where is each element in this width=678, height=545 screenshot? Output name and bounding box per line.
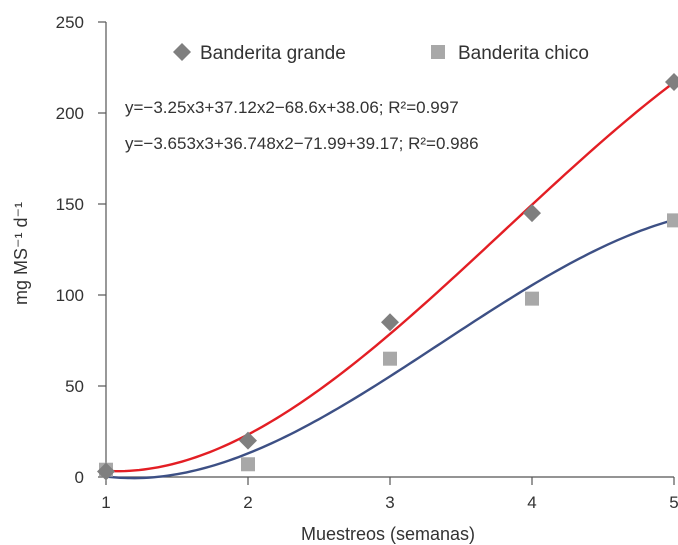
trendlines	[105, 81, 675, 480]
trendline-1	[105, 81, 675, 473]
y-tick-label: 100	[56, 286, 84, 305]
data-point-square	[525, 291, 539, 306]
legend-label: Banderita grande	[200, 43, 346, 64]
x-tick-label: 2	[243, 493, 252, 512]
trendline-2	[105, 218, 675, 480]
data-point-square	[383, 351, 397, 366]
legend-label: Banderita chico	[458, 43, 589, 64]
data-point-diamond	[239, 431, 257, 450]
data-point-diamond	[523, 204, 541, 223]
data-point-square	[241, 457, 255, 472]
y-tick-label: 0	[75, 468, 84, 487]
equation-annotations: y=−3.25x3+37.12x2−68.6x+38.06; R²=0.997 y…	[125, 98, 479, 153]
x-axis-title: Muestreos (semanas)	[301, 524, 475, 544]
x-tick-label: 5	[669, 493, 678, 512]
equation-text: y=−3.653x3+36.748x2−71.99+39.17; R²=0.98…	[125, 134, 479, 153]
data-markers	[97, 73, 678, 481]
data-point-square	[667, 213, 678, 228]
x-tick-label: 4	[527, 493, 536, 512]
legend-marker-diamond	[173, 43, 191, 61]
legend: Banderita grande Banderita chico	[173, 43, 589, 64]
data-point-diamond	[97, 462, 115, 481]
axes: 0 50 100 150 200 250 1 2 3 4 5	[56, 13, 678, 512]
data-point-diamond	[381, 313, 399, 332]
x-tick-label: 3	[385, 493, 394, 512]
y-tick-label: 250	[56, 13, 84, 32]
data-point-diamond	[665, 73, 678, 92]
y-axis-title: mg MS⁻¹ d⁻¹	[11, 202, 31, 305]
y-tick-label: 50	[65, 377, 84, 396]
legend-marker-square	[431, 45, 445, 59]
x-tick-label: 1	[101, 493, 110, 512]
y-tick-label: 200	[56, 104, 84, 123]
equation-text: y=−3.25x3+37.12x2−68.6x+38.06; R²=0.997	[125, 98, 459, 117]
y-tick-label: 150	[56, 195, 84, 214]
